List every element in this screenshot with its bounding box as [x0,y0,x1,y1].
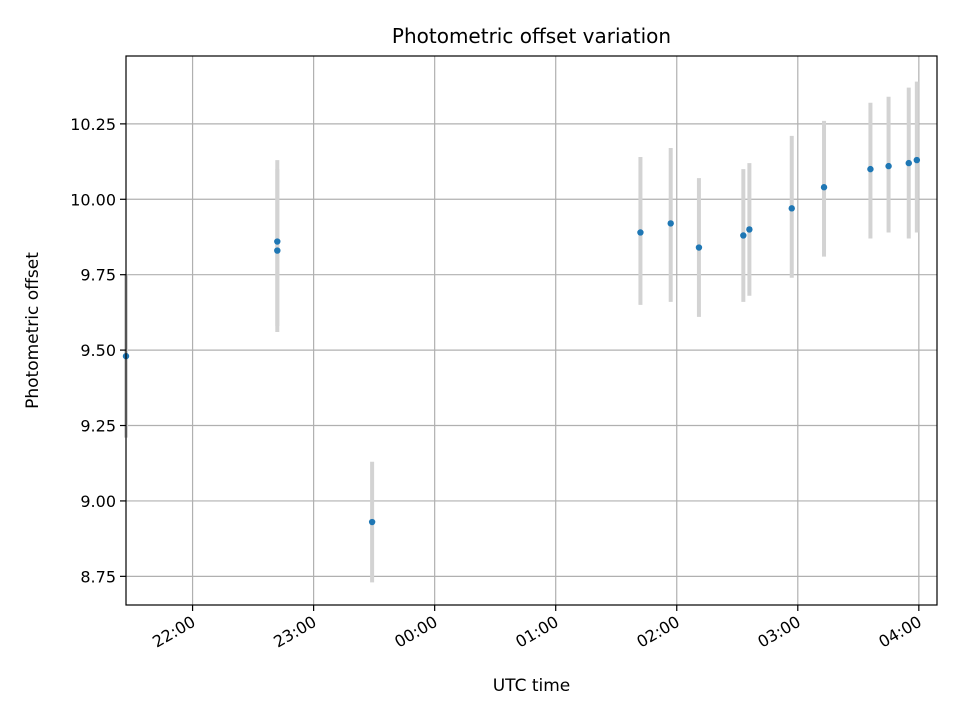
grid-lines [126,56,937,605]
data-point [905,159,912,167]
data-point [913,156,921,164]
data-point [820,184,828,191]
y-tick-label: 9.00 [80,492,116,511]
data-point [788,205,795,212]
y-tick-label: 8.75 [80,567,116,586]
plot-frame [125,55,938,606]
y-tick-label: 9.75 [80,266,116,285]
data-point [637,229,644,236]
y-tick-label: 9.25 [80,417,116,436]
data-point [867,165,874,173]
data-point [746,226,753,233]
data-point [695,244,703,251]
data-point [368,518,376,526]
data-point [274,247,281,254]
y-tick-label: 10.00 [70,190,116,209]
data-point [740,232,747,239]
data-point [885,162,892,170]
data-points [122,156,921,526]
data-point [667,220,674,227]
chart-title: Photometric offset variation [392,24,671,48]
y-tick-label: 10.25 [70,115,116,134]
x-axis-label: UTC time [493,676,571,696]
data-point [274,238,281,245]
y-tick-label: 9.50 [80,341,116,360]
y-axis-label: Photometric offset [23,252,43,409]
